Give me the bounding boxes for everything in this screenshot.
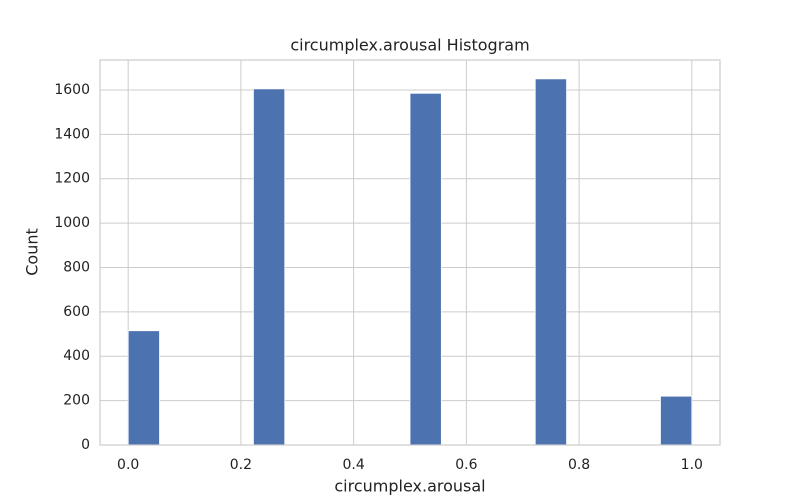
bar xyxy=(409,92,442,446)
x-tick-label: 0.6 xyxy=(455,457,477,473)
x-tick-label: 0.0 xyxy=(117,457,139,473)
bar xyxy=(253,88,286,446)
x-tick-label: 0.4 xyxy=(343,457,365,473)
y-tick-label: 1600 xyxy=(54,82,90,98)
y-tick-label: 400 xyxy=(63,348,90,364)
y-tick-label: 1400 xyxy=(54,126,90,142)
y-tick-label: 600 xyxy=(63,304,90,320)
y-tick-label: 200 xyxy=(63,393,90,409)
x-axis-label: circumplex.arousal xyxy=(334,477,485,496)
chart-title: circumplex.arousal Histogram xyxy=(290,36,529,55)
y-tick-label: 1000 xyxy=(54,215,90,231)
bar xyxy=(534,78,567,446)
x-tick-label: 0.2 xyxy=(230,457,252,473)
y-axis-label: Count xyxy=(23,228,42,276)
x-tick-label: 1.0 xyxy=(681,457,703,473)
y-tick-label: 1200 xyxy=(54,171,90,187)
plot-frame xyxy=(99,59,721,446)
x-tick-label: 0.8 xyxy=(568,457,590,473)
y-tick-label: 800 xyxy=(63,259,90,275)
y-tick-label: 0 xyxy=(81,437,90,453)
bar xyxy=(127,330,160,446)
bar xyxy=(660,395,693,446)
